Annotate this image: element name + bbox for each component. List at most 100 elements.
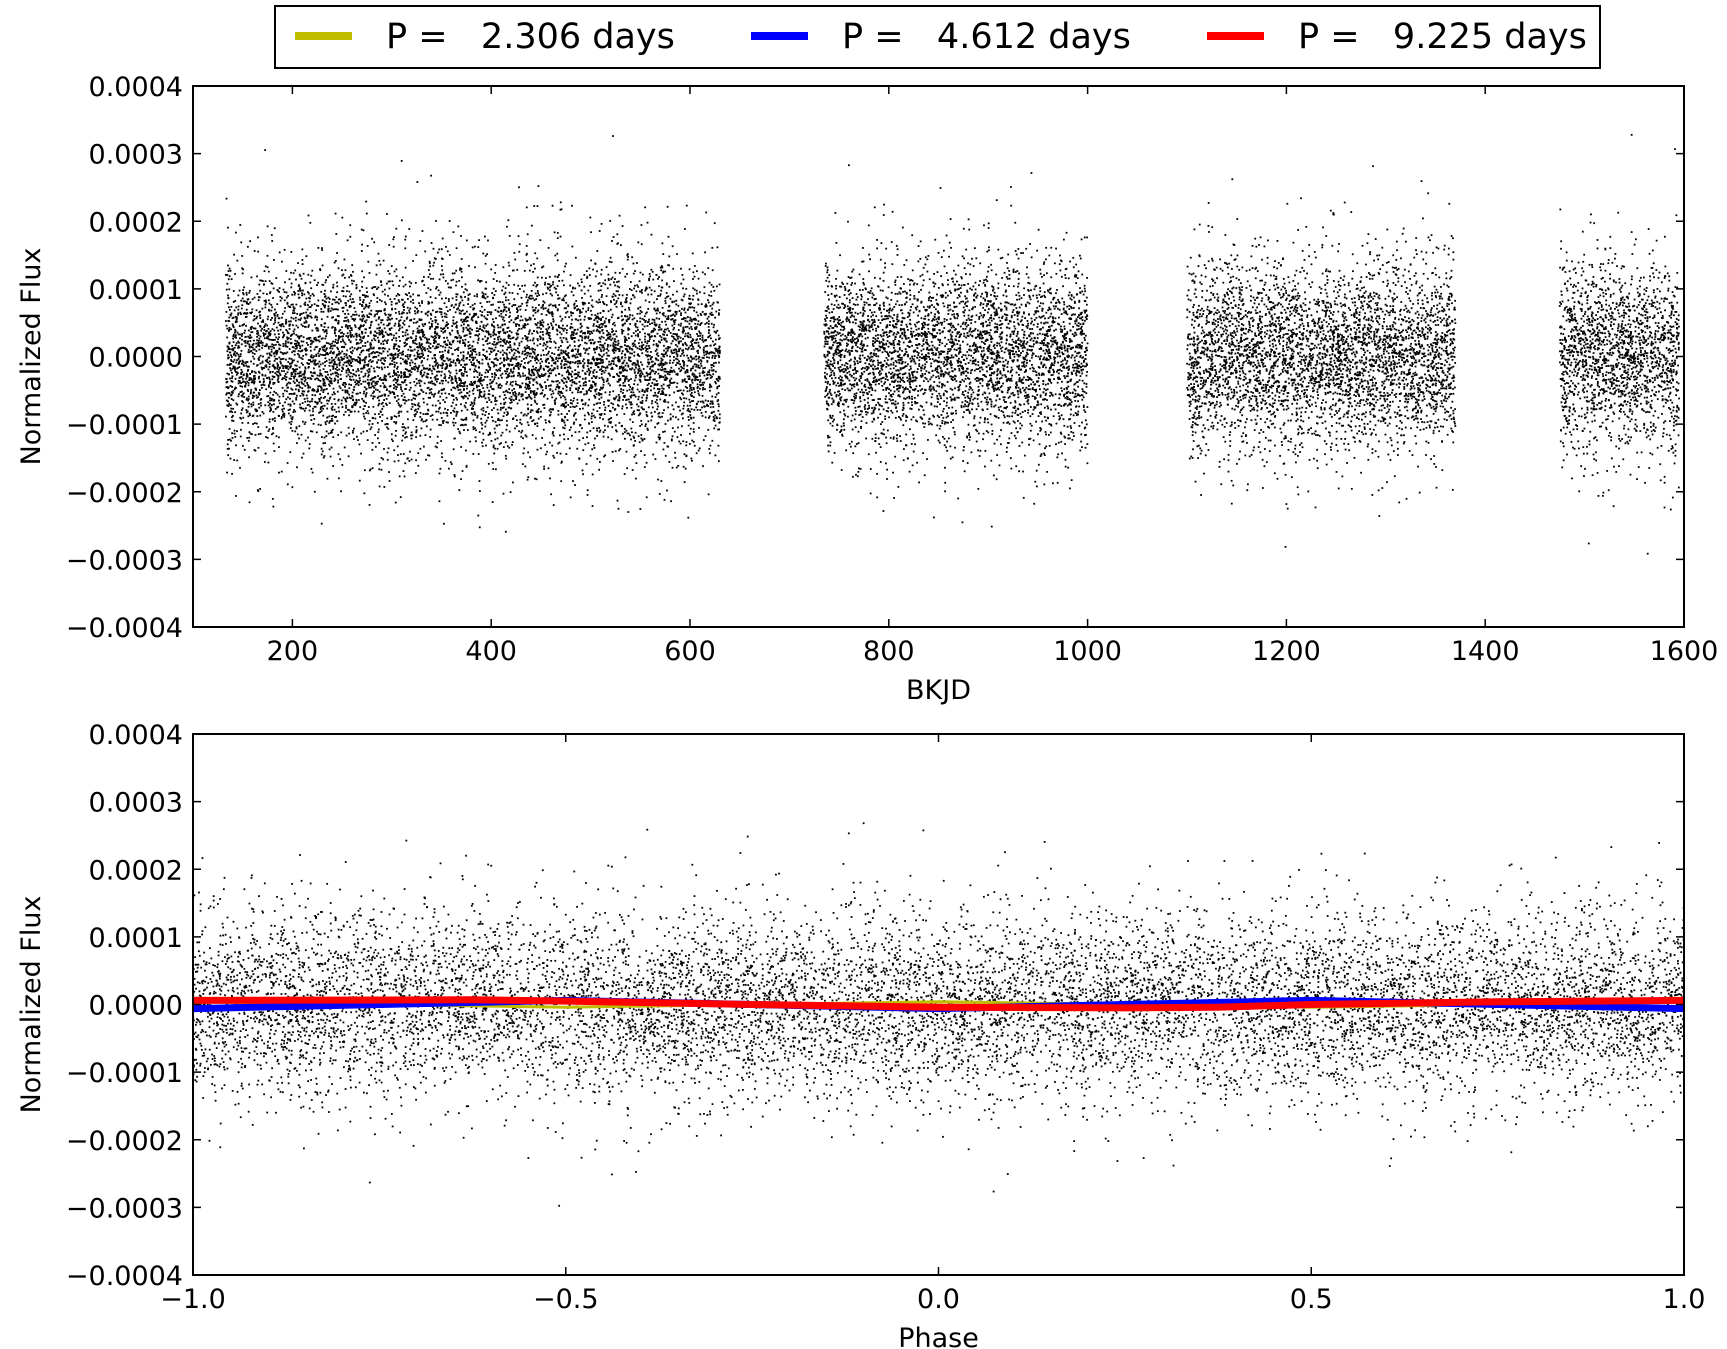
data-point <box>291 346 294 348</box>
data-point <box>633 413 636 416</box>
data-point <box>261 307 264 310</box>
data-point <box>349 327 352 329</box>
data-point <box>682 393 684 396</box>
data-point <box>354 324 356 327</box>
data-point <box>275 311 277 314</box>
data-point <box>242 289 245 292</box>
data-point <box>477 337 480 340</box>
data-point <box>393 415 396 418</box>
data-point <box>588 380 591 382</box>
data-point <box>226 372 229 375</box>
data-point <box>460 276 463 279</box>
data-point <box>709 402 712 405</box>
data-point <box>429 428 432 431</box>
data-point <box>666 334 668 337</box>
data-point <box>484 340 487 343</box>
data-point <box>641 341 643 344</box>
data-point <box>320 290 323 293</box>
data-point <box>633 379 636 382</box>
data-point <box>539 338 542 340</box>
data-point <box>506 331 509 333</box>
data-point <box>631 386 634 389</box>
data-point <box>282 325 285 328</box>
data-point <box>436 323 439 325</box>
data-point <box>648 318 650 321</box>
data-point <box>676 372 679 375</box>
data-point <box>400 404 403 407</box>
data-point <box>618 367 621 370</box>
data-point <box>712 416 715 418</box>
data-point <box>294 388 297 391</box>
data-point <box>367 374 370 377</box>
data-point <box>680 369 683 371</box>
data-point <box>561 374 564 377</box>
data-point <box>641 352 644 355</box>
data-point <box>582 449 585 452</box>
data-point <box>361 280 364 283</box>
data-point <box>347 313 350 315</box>
data-point <box>597 315 599 318</box>
data-point <box>407 375 410 378</box>
data-point <box>330 380 333 383</box>
data-point <box>442 273 445 276</box>
data-point <box>324 281 327 284</box>
data-point <box>235 361 238 364</box>
data-point <box>487 412 490 415</box>
data-point <box>556 308 559 311</box>
data-point <box>255 389 258 391</box>
data-point <box>458 334 461 337</box>
data-point <box>402 303 405 306</box>
data-point <box>545 347 547 350</box>
data-point <box>454 322 457 325</box>
data-point <box>468 383 471 386</box>
data-point <box>422 276 425 278</box>
data-point <box>360 228 363 231</box>
data-point <box>578 457 581 460</box>
data-point <box>381 319 384 322</box>
data-point <box>612 342 615 345</box>
data-point <box>224 320 227 322</box>
data-point <box>696 338 698 341</box>
data-point <box>695 326 698 328</box>
data-point <box>290 417 293 420</box>
data-point <box>478 389 481 391</box>
data-point <box>317 305 320 307</box>
data-point <box>635 330 637 333</box>
data-point <box>579 312 581 314</box>
data-point <box>679 324 682 327</box>
data-point <box>658 340 660 343</box>
data-point <box>310 354 313 357</box>
data-point <box>370 299 373 302</box>
data-point <box>377 380 379 383</box>
data-point <box>439 402 441 405</box>
data-point <box>588 302 590 304</box>
data-point <box>573 302 576 305</box>
data-point <box>334 378 337 381</box>
data-point <box>676 333 678 336</box>
data-point <box>650 289 653 292</box>
data-point <box>557 390 560 393</box>
data-point <box>497 310 500 313</box>
data-point <box>353 438 355 440</box>
data-point <box>462 354 465 357</box>
data-point <box>482 353 485 356</box>
data-point <box>406 294 408 297</box>
data-point <box>629 352 632 355</box>
data-point <box>253 352 256 355</box>
data-point <box>309 315 312 318</box>
data-point <box>556 380 559 382</box>
data-point <box>471 402 474 405</box>
data-point <box>676 345 679 348</box>
data-point <box>610 362 613 365</box>
data-point <box>625 377 628 380</box>
data-point <box>297 349 300 352</box>
data-point <box>368 386 371 389</box>
data-point <box>536 290 539 292</box>
data-point <box>351 406 353 408</box>
data-point <box>397 402 400 405</box>
data-point <box>505 457 508 460</box>
data-point <box>515 356 518 358</box>
data-point <box>411 368 414 370</box>
data-point <box>487 462 490 465</box>
data-point <box>397 350 400 353</box>
